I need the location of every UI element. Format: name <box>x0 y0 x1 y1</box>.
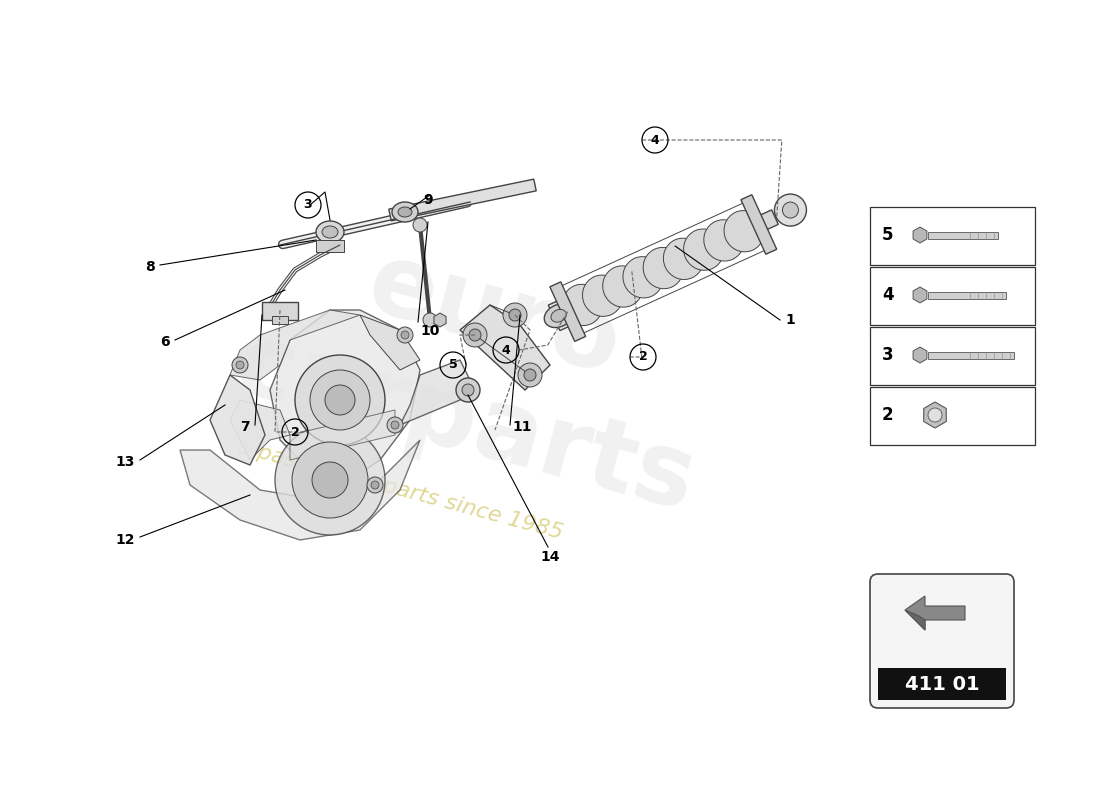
Text: 4: 4 <box>882 286 893 304</box>
Circle shape <box>310 370 370 430</box>
Ellipse shape <box>603 266 644 307</box>
Text: 2: 2 <box>290 426 299 438</box>
Circle shape <box>928 408 942 422</box>
Text: 7: 7 <box>241 420 250 434</box>
Bar <box>928 291 1006 298</box>
Circle shape <box>367 477 383 493</box>
Ellipse shape <box>724 210 764 252</box>
Text: 5: 5 <box>449 358 458 371</box>
Circle shape <box>324 385 355 415</box>
Polygon shape <box>460 305 550 390</box>
Text: 11: 11 <box>512 420 531 434</box>
Ellipse shape <box>663 238 704 279</box>
Polygon shape <box>905 610 925 630</box>
Circle shape <box>232 357 248 373</box>
Circle shape <box>312 462 348 498</box>
Polygon shape <box>262 302 298 320</box>
Polygon shape <box>290 410 395 460</box>
Text: euro
carparts: euro carparts <box>226 208 735 532</box>
Circle shape <box>463 323 487 347</box>
Bar <box>272 316 288 324</box>
Circle shape <box>462 384 474 396</box>
Ellipse shape <box>704 220 744 261</box>
Text: 12: 12 <box>116 533 135 547</box>
Circle shape <box>371 481 380 489</box>
Polygon shape <box>647 210 779 282</box>
Text: 10: 10 <box>420 324 439 338</box>
Circle shape <box>424 313 437 327</box>
Ellipse shape <box>316 221 344 243</box>
Circle shape <box>509 309 521 321</box>
Bar <box>928 231 998 238</box>
Polygon shape <box>230 400 290 460</box>
Circle shape <box>275 425 385 535</box>
Polygon shape <box>360 315 420 370</box>
Ellipse shape <box>544 304 573 327</box>
Circle shape <box>390 421 399 429</box>
Text: 5: 5 <box>882 226 893 244</box>
Text: 4: 4 <box>502 343 510 357</box>
FancyBboxPatch shape <box>870 574 1014 708</box>
Circle shape <box>387 417 403 433</box>
Bar <box>878 668 1006 700</box>
Polygon shape <box>388 179 536 221</box>
Text: 14: 14 <box>540 550 560 564</box>
Text: 1: 1 <box>785 313 794 327</box>
Circle shape <box>469 329 481 341</box>
Text: 8: 8 <box>145 260 155 274</box>
Polygon shape <box>548 255 669 330</box>
Ellipse shape <box>683 229 724 270</box>
Bar <box>928 351 1014 358</box>
Polygon shape <box>905 596 965 630</box>
Circle shape <box>456 378 480 402</box>
FancyArrowPatch shape <box>283 202 468 244</box>
Circle shape <box>774 194 806 226</box>
Polygon shape <box>550 282 585 342</box>
Circle shape <box>292 442 368 518</box>
Text: 4: 4 <box>650 134 659 146</box>
Ellipse shape <box>551 310 566 322</box>
Text: 13: 13 <box>116 455 135 469</box>
Ellipse shape <box>562 284 603 326</box>
Polygon shape <box>180 440 420 540</box>
Circle shape <box>503 303 527 327</box>
Bar <box>870 327 1035 385</box>
Polygon shape <box>270 310 420 480</box>
Bar <box>870 207 1035 265</box>
Bar <box>870 267 1035 325</box>
Circle shape <box>397 327 412 343</box>
Bar <box>870 387 1035 445</box>
Polygon shape <box>230 310 360 380</box>
Polygon shape <box>741 194 777 254</box>
Circle shape <box>295 355 385 445</box>
Text: 2: 2 <box>882 406 893 424</box>
Polygon shape <box>316 240 344 252</box>
Text: 6: 6 <box>161 335 170 349</box>
Text: 411 01: 411 01 <box>904 674 979 694</box>
Ellipse shape <box>583 275 623 316</box>
Ellipse shape <box>392 202 418 222</box>
Ellipse shape <box>322 226 338 238</box>
Text: 3: 3 <box>304 198 312 211</box>
Text: 3: 3 <box>882 346 893 364</box>
Circle shape <box>412 218 427 232</box>
Circle shape <box>524 369 536 381</box>
Ellipse shape <box>623 257 663 298</box>
Text: a passion for parts since 1985: a passion for parts since 1985 <box>235 437 565 543</box>
Ellipse shape <box>398 207 412 217</box>
Polygon shape <box>400 360 470 425</box>
Circle shape <box>518 363 542 387</box>
Circle shape <box>236 361 244 369</box>
Circle shape <box>402 331 409 339</box>
Polygon shape <box>210 375 265 465</box>
Text: 9: 9 <box>424 193 432 207</box>
Circle shape <box>782 202 799 218</box>
Text: 2: 2 <box>639 350 648 363</box>
FancyArrowPatch shape <box>283 202 468 244</box>
Ellipse shape <box>644 247 683 289</box>
